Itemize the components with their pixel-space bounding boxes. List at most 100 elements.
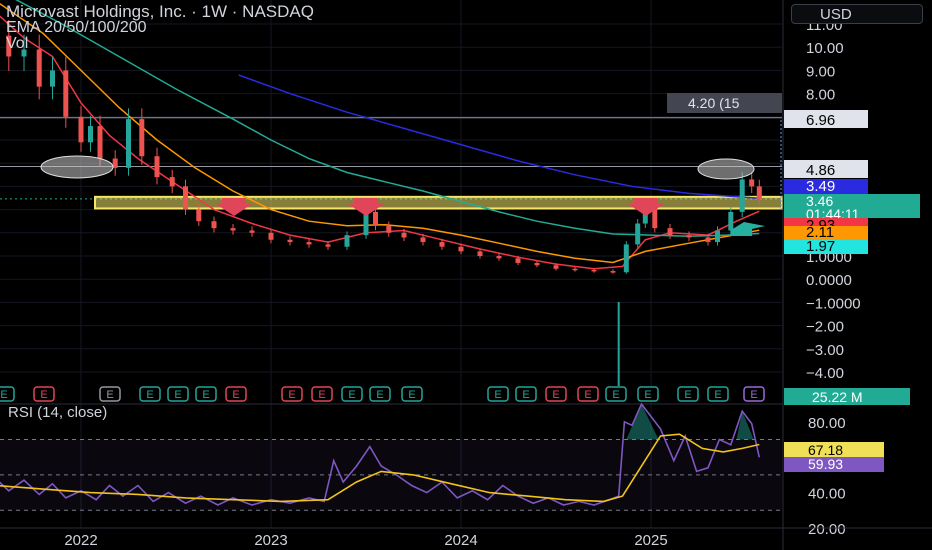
ema-indicator-label[interactable]: EMA 20/50/100/200 — [6, 19, 147, 36]
candle-body — [6, 35, 12, 57]
candle-body — [249, 230, 255, 233]
earnings-marker-label: E — [522, 389, 529, 401]
candle-body — [306, 242, 312, 245]
candle-body — [623, 244, 629, 273]
earnings-marker-label: E — [174, 389, 181, 401]
candle-body — [344, 235, 350, 247]
current-price-tag: 3.46 — [806, 193, 833, 209]
earnings-marker-label: E — [40, 389, 47, 401]
earnings-marker — [139, 386, 161, 402]
earnings-marker — [167, 386, 189, 402]
up-arrow-icon — [731, 222, 765, 236]
candle-body — [686, 235, 692, 238]
current-price-tag-bg — [784, 194, 920, 218]
candle-body — [183, 186, 188, 210]
support-zone — [94, 195, 783, 210]
earnings-marker — [195, 386, 217, 402]
ema50-line — [0, 2, 760, 264]
chart-title: Microvast Holdings, Inc. · 1W · NASDAQ — [6, 2, 314, 21]
earnings-marker — [369, 386, 391, 402]
price-tick-label: 0.0000 — [806, 272, 852, 289]
candle-body — [325, 244, 331, 247]
candle-body — [458, 246, 464, 252]
ema50-tag-bg — [784, 226, 868, 240]
candle-body — [112, 158, 118, 168]
earnings-marker-label: E — [494, 389, 501, 401]
time-axis-label: 2024 — [444, 532, 477, 549]
rsi-tag-bg — [784, 457, 884, 472]
candle-body — [635, 223, 641, 245]
earnings-marker-label: E — [202, 389, 209, 401]
rsi-tick-label: 40.00 — [808, 486, 846, 503]
candle-body — [268, 232, 274, 240]
earnings-marker-label: E — [684, 389, 691, 401]
price-tick-label: −2.00 — [806, 319, 844, 336]
candle-body — [652, 207, 658, 229]
earnings-marker — [605, 386, 627, 402]
earnings-marker-label: E — [232, 389, 239, 401]
candle-body — [211, 221, 217, 229]
candle-body — [401, 232, 407, 238]
candle-body — [610, 271, 616, 273]
earnings-marker-label: E — [714, 389, 721, 401]
candle-body — [715, 230, 720, 243]
candle-body — [739, 179, 745, 212]
ema100-tag: 1.97 — [806, 238, 835, 255]
earnings-marker — [401, 386, 423, 402]
price-tick-label: −1.0000 — [806, 295, 861, 312]
earnings-marker-label: E — [612, 389, 619, 401]
candle-body — [21, 49, 27, 57]
rsi-ma-tag: 67.18 — [808, 442, 843, 458]
earnings-marker — [515, 386, 537, 402]
earnings-marker-label: E — [584, 389, 591, 401]
rsi-tick-label: 80.00 — [808, 415, 846, 432]
rsi-tag: 59.93 — [808, 456, 843, 472]
highlight-circle — [40, 155, 114, 179]
level-tag-696: 6.96 — [806, 112, 835, 129]
ema100-line — [15, 0, 760, 238]
candle-body — [97, 126, 103, 159]
earnings-marker-label: E — [288, 389, 295, 401]
measure-label: 4.20 (15 — [688, 95, 740, 111]
candle-body — [386, 225, 392, 233]
time-axis-label: 2025 — [634, 532, 667, 549]
volume-tag: 25.22 M — [812, 389, 863, 405]
down-arrow-icon — [348, 198, 384, 216]
currency-selector[interactable]: USD — [791, 4, 923, 24]
candle-body — [154, 156, 160, 178]
price-tick-label: 8.00 — [806, 87, 835, 104]
candle-body — [373, 211, 378, 226]
price-tick-label: −3.00 — [806, 342, 844, 359]
candle-body — [420, 237, 426, 243]
candle-body — [50, 70, 55, 87]
earnings-marker — [637, 386, 659, 402]
earnings-marker-label: E — [644, 389, 651, 401]
rsi-ma-tag-bg — [784, 442, 884, 457]
level-tag-696-bg — [784, 110, 868, 128]
time-axis-label: 2022 — [64, 532, 97, 549]
earnings-marker — [545, 386, 567, 402]
down-arrow-icon — [216, 198, 252, 216]
ema200-tag: 3.49 — [806, 178, 835, 195]
candle-body — [88, 126, 93, 143]
earnings-marker-label: E — [106, 389, 113, 401]
rsi-indicator-label[interactable]: RSI (14, close) — [8, 404, 108, 421]
candle-body — [36, 49, 42, 87]
earnings-marker — [225, 386, 247, 402]
price-tick-label: 10.00 — [806, 40, 844, 57]
earnings-marker — [487, 386, 509, 402]
candle-body — [63, 70, 69, 117]
candle-body — [230, 228, 236, 231]
measure-label-bg — [667, 93, 782, 113]
candle-body — [749, 179, 755, 187]
candle-body — [78, 116, 84, 143]
volume-indicator-label[interactable]: Vol — [6, 35, 29, 52]
candle-body — [196, 209, 202, 222]
candle-body — [496, 256, 502, 259]
price-tick-label: 9.00 — [806, 63, 835, 80]
earnings-marker-label: E — [408, 389, 415, 401]
level-tag-486: 4.86 — [806, 162, 835, 179]
earnings-marker — [281, 386, 303, 402]
price-tick-label: −4.00 — [806, 365, 844, 382]
